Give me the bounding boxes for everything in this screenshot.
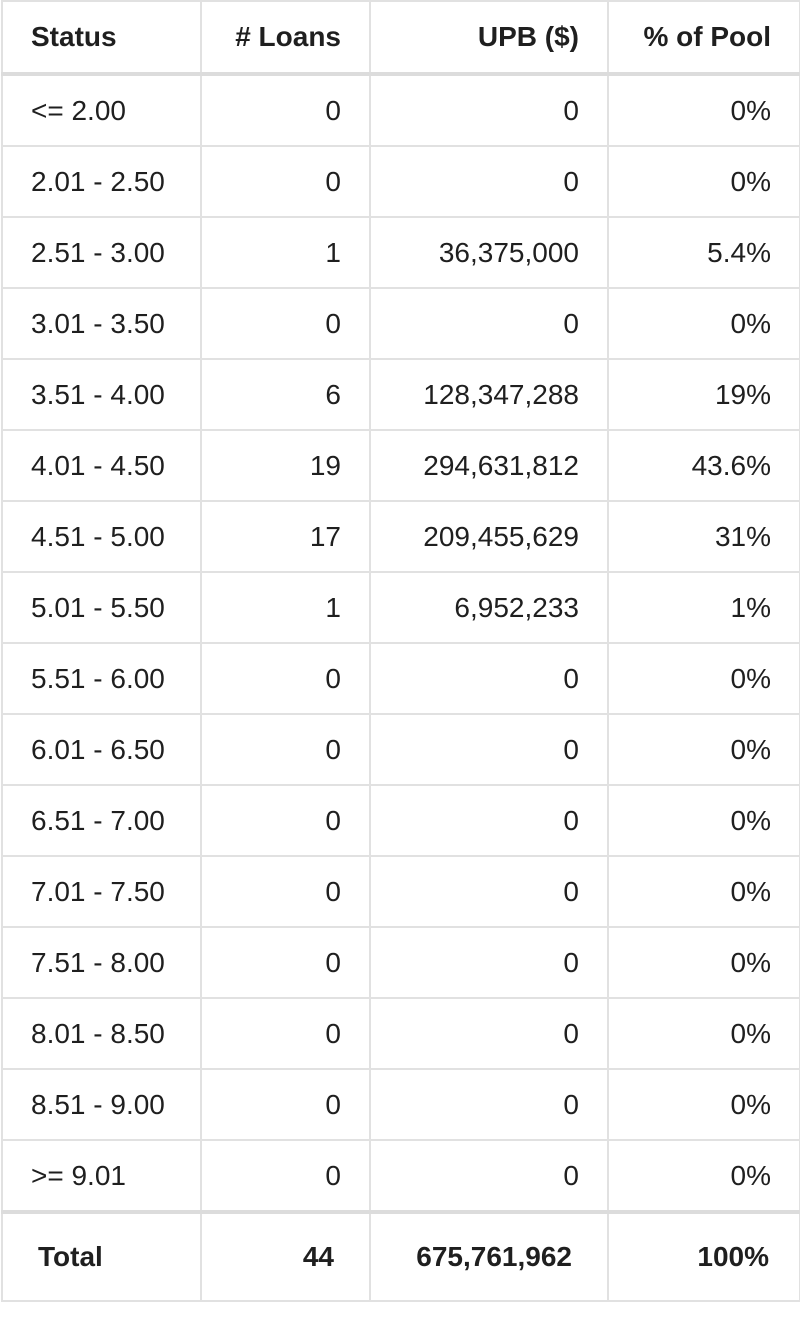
cell-upb: 294,631,812 (369, 429, 609, 502)
cell-pct-of-pool: 0% (607, 1068, 800, 1141)
header-loans: # Loans (200, 0, 371, 76)
total-label: Total (1, 1210, 202, 1302)
cell-upb: 0 (369, 145, 609, 218)
table-row: 3.01 - 3.50 0 0 0% (1, 287, 800, 360)
cell-status: 6.51 - 7.00 (1, 784, 202, 857)
cell-loans: 0 (200, 1139, 371, 1213)
cell-loans: 0 (200, 784, 371, 857)
cell-upb: 128,347,288 (369, 358, 609, 431)
cell-loans: 1 (200, 571, 371, 644)
cell-upb: 6,952,233 (369, 571, 609, 644)
total-loans: 44 (200, 1210, 371, 1302)
table-row: >= 9.01 0 0 0% (1, 1139, 800, 1213)
cell-pct-of-pool: 0% (607, 145, 800, 218)
cell-pct-of-pool: 0% (607, 926, 800, 999)
cell-upb: 0 (369, 713, 609, 786)
cell-upb: 0 (369, 855, 609, 928)
header-upb: UPB ($) (369, 0, 609, 76)
cell-status: 5.51 - 6.00 (1, 642, 202, 715)
total-row: Total 44 675,761,962 100% (1, 1210, 800, 1302)
cell-upb: 0 (369, 997, 609, 1070)
cell-status: 4.01 - 4.50 (1, 429, 202, 502)
cell-upb: 0 (369, 1068, 609, 1141)
cell-status: 3.01 - 3.50 (1, 287, 202, 360)
cell-pct-of-pool: 1% (607, 571, 800, 644)
cell-loans: 17 (200, 500, 371, 573)
cell-loans: 0 (200, 926, 371, 999)
cell-pct-of-pool: 43.6% (607, 429, 800, 502)
cell-status: 2.01 - 2.50 (1, 145, 202, 218)
cell-pct-of-pool: 19% (607, 358, 800, 431)
table-row: 5.01 - 5.50 1 6,952,233 1% (1, 571, 800, 644)
cell-pct-of-pool: 0% (607, 1139, 800, 1213)
cell-status: 5.01 - 5.50 (1, 571, 202, 644)
cell-pct-of-pool: 0% (607, 855, 800, 928)
cell-loans: 0 (200, 73, 371, 147)
table-row: 5.51 - 6.00 0 0 0% (1, 642, 800, 715)
header-row: Status # Loans UPB ($) % of Pool (1, 0, 800, 76)
loan-pool-table: Status # Loans UPB ($) % of Pool <= 2.00… (1, 0, 800, 1302)
cell-upb: 0 (369, 1139, 609, 1213)
cell-pct-of-pool: 0% (607, 287, 800, 360)
total-upb: 675,761,962 (369, 1210, 609, 1302)
table-row: 7.01 - 7.50 0 0 0% (1, 855, 800, 928)
cell-upb: 0 (369, 926, 609, 999)
cell-status: 4.51 - 5.00 (1, 500, 202, 573)
cell-loans: 0 (200, 855, 371, 928)
cell-status: 7.01 - 7.50 (1, 855, 202, 928)
cell-loans: 0 (200, 1068, 371, 1141)
cell-status: 2.51 - 3.00 (1, 216, 202, 289)
cell-pct-of-pool: 0% (607, 642, 800, 715)
cell-status: 7.51 - 8.00 (1, 926, 202, 999)
cell-pct-of-pool: 0% (607, 713, 800, 786)
header-pct-of-pool: % of Pool (607, 0, 800, 76)
cell-upb: 0 (369, 287, 609, 360)
cell-loans: 19 (200, 429, 371, 502)
cell-pct-of-pool: 0% (607, 73, 800, 147)
table-row: <= 2.00 0 0 0% (1, 73, 800, 147)
cell-loans: 0 (200, 997, 371, 1070)
cell-loans: 0 (200, 287, 371, 360)
header-status: Status (1, 0, 202, 76)
cell-loans: 0 (200, 713, 371, 786)
table-row: 4.51 - 5.00 17 209,455,629 31% (1, 500, 800, 573)
table-row: 3.51 - 4.00 6 128,347,288 19% (1, 358, 800, 431)
table-row: 6.01 - 6.50 0 0 0% (1, 713, 800, 786)
total-pct-of-pool: 100% (607, 1210, 800, 1302)
cell-pct-of-pool: 0% (607, 997, 800, 1070)
cell-status: <= 2.00 (1, 73, 202, 147)
table-row: 8.51 - 9.00 0 0 0% (1, 1068, 800, 1141)
cell-status: 3.51 - 4.00 (1, 358, 202, 431)
cell-loans: 0 (200, 642, 371, 715)
cell-upb: 209,455,629 (369, 500, 609, 573)
cell-loans: 0 (200, 145, 371, 218)
cell-upb: 0 (369, 642, 609, 715)
table-row: 2.51 - 3.00 1 36,375,000 5.4% (1, 216, 800, 289)
table-row: 4.01 - 4.50 19 294,631,812 43.6% (1, 429, 800, 502)
cell-loans: 6 (200, 358, 371, 431)
cell-pct-of-pool: 31% (607, 500, 800, 573)
cell-status: >= 9.01 (1, 1139, 202, 1213)
cell-status: 6.01 - 6.50 (1, 713, 202, 786)
cell-upb: 36,375,000 (369, 216, 609, 289)
cell-status: 8.01 - 8.50 (1, 997, 202, 1070)
table-row: 2.01 - 2.50 0 0 0% (1, 145, 800, 218)
table-row: 7.51 - 8.00 0 0 0% (1, 926, 800, 999)
cell-pct-of-pool: 0% (607, 784, 800, 857)
table-row: 8.01 - 8.50 0 0 0% (1, 997, 800, 1070)
cell-upb: 0 (369, 73, 609, 147)
cell-pct-of-pool: 5.4% (607, 216, 800, 289)
table-row: 6.51 - 7.00 0 0 0% (1, 784, 800, 857)
cell-loans: 1 (200, 216, 371, 289)
cell-status: 8.51 - 9.00 (1, 1068, 202, 1141)
cell-upb: 0 (369, 784, 609, 857)
